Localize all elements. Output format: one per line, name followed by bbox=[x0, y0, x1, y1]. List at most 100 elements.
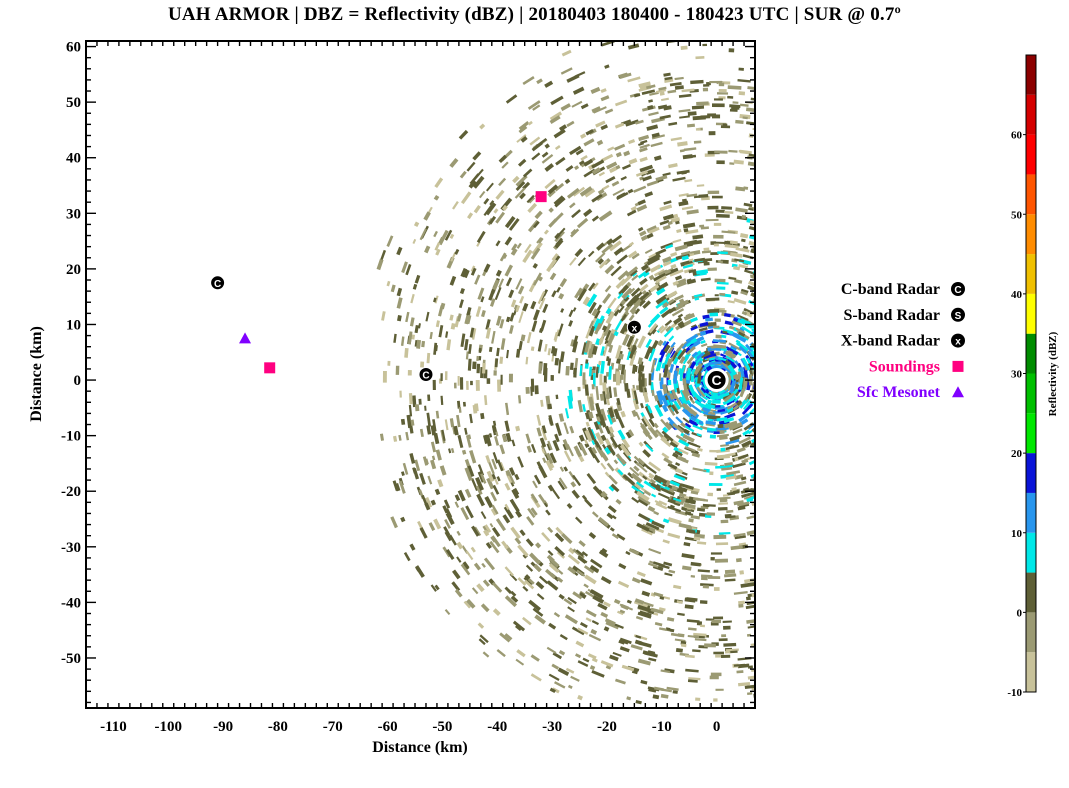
echo-gate bbox=[648, 461, 661, 472]
echo-gate bbox=[916, 260, 919, 265]
echo-gate bbox=[881, 514, 886, 520]
echo-gate bbox=[598, 210, 613, 222]
echo-gate bbox=[955, 533, 962, 544]
echo-gate bbox=[518, 311, 524, 324]
echo-gate bbox=[882, 570, 892, 579]
y-tick-label: 60 bbox=[66, 40, 81, 56]
echo-gate bbox=[518, 121, 530, 131]
echo-gate bbox=[662, 518, 670, 524]
echo-gate bbox=[754, 265, 755, 268]
echo-gate bbox=[803, 437, 809, 446]
echo-gate bbox=[968, 315, 970, 323]
echo-gate bbox=[768, 396, 773, 409]
echo-gate bbox=[772, 359, 775, 371]
echo-gate bbox=[736, 446, 746, 453]
echo-gate bbox=[1002, 194, 1006, 201]
echo-gate bbox=[557, 323, 564, 337]
echo-gate bbox=[588, 366, 593, 377]
echo-gate bbox=[923, 143, 931, 150]
echo-gate bbox=[559, 278, 568, 288]
echo-gate bbox=[549, 115, 561, 125]
echo-gate bbox=[698, 420, 704, 425]
echo-gate bbox=[1007, 500, 1011, 511]
echo-gate bbox=[850, 358, 851, 371]
echo-gate bbox=[483, 204, 493, 216]
echo-gate bbox=[797, 292, 801, 296]
echo-gate bbox=[724, 569, 736, 575]
echo-gate bbox=[773, 396, 775, 401]
echo-gate bbox=[735, 339, 741, 345]
echo-gate bbox=[883, 404, 885, 414]
echo-gate bbox=[856, 56, 862, 59]
echo-gate bbox=[807, 556, 817, 562]
echo-gate bbox=[547, 348, 551, 356]
echo-gate bbox=[675, 647, 684, 653]
echo-gate bbox=[686, 278, 692, 283]
colorbar-bin bbox=[1026, 333, 1036, 374]
echo-gate bbox=[738, 345, 748, 355]
echo-gate bbox=[548, 557, 560, 568]
echo-gate bbox=[702, 258, 713, 262]
echo-gate bbox=[851, 364, 852, 377]
legend-triangle-icon bbox=[952, 386, 964, 398]
echo-gate bbox=[651, 134, 666, 140]
echo-gate bbox=[491, 535, 501, 548]
echo-gate bbox=[940, 468, 942, 472]
echo-gate bbox=[640, 263, 649, 272]
echo-gate bbox=[595, 252, 606, 263]
echo-gate bbox=[931, 440, 933, 446]
echo-gate bbox=[823, 378, 824, 391]
echo-gate bbox=[631, 308, 637, 315]
echo-gate bbox=[585, 129, 594, 136]
echo-gate bbox=[802, 389, 804, 401]
echo-gate bbox=[542, 363, 548, 376]
echo-gate bbox=[776, 387, 778, 399]
echo-gate bbox=[816, 298, 822, 306]
echo-gate bbox=[844, 414, 848, 427]
echo-gate bbox=[940, 455, 944, 467]
echo-gate bbox=[560, 103, 571, 112]
echo-gate bbox=[795, 283, 802, 289]
echo-gate bbox=[673, 316, 683, 325]
echo-gate bbox=[665, 354, 670, 360]
echo-gate bbox=[702, 370, 709, 380]
echo-gate bbox=[956, 328, 957, 333]
echo-gate bbox=[1015, 346, 1016, 351]
echo-gate bbox=[799, 486, 804, 490]
echo-gate bbox=[903, 492, 906, 497]
echo-gate bbox=[815, 570, 820, 573]
echo-gate bbox=[916, 617, 925, 624]
echo-gate bbox=[819, 679, 826, 682]
echo-gate bbox=[862, 427, 866, 438]
echo-gate bbox=[819, 164, 825, 167]
echo-gate bbox=[654, 621, 663, 627]
echo-gate bbox=[978, 576, 985, 586]
echo-gate bbox=[599, 393, 605, 401]
echo-gate bbox=[866, 482, 872, 491]
legend-label: Sfc Mesonet bbox=[857, 384, 941, 401]
radar-marker-letter: x bbox=[632, 323, 638, 334]
echo-gate bbox=[725, 475, 737, 480]
echo-gate bbox=[494, 478, 499, 485]
echo-gate bbox=[498, 177, 507, 187]
echo-gate bbox=[558, 413, 565, 422]
echo-gate bbox=[584, 384, 589, 396]
colorbar-tick-label: 40 bbox=[1011, 289, 1023, 301]
echo-gate bbox=[993, 340, 994, 349]
echo-gate bbox=[813, 224, 817, 227]
echo-gate bbox=[1008, 425, 1009, 429]
echo-gate bbox=[671, 350, 679, 362]
echo-gate bbox=[552, 347, 558, 357]
echo-gate bbox=[773, 407, 780, 419]
echo-gate bbox=[806, 695, 814, 697]
echo-gate bbox=[890, 624, 897, 629]
echo-gate bbox=[639, 230, 647, 237]
echo-gate bbox=[821, 323, 826, 333]
echo-gate bbox=[934, 207, 940, 216]
echo-gate bbox=[922, 561, 925, 564]
echo-gate bbox=[496, 649, 506, 658]
echo-gate bbox=[1004, 319, 1005, 327]
echo-gate bbox=[887, 531, 893, 538]
echo-gate bbox=[1019, 319, 1021, 329]
echo-gate bbox=[466, 314, 472, 325]
